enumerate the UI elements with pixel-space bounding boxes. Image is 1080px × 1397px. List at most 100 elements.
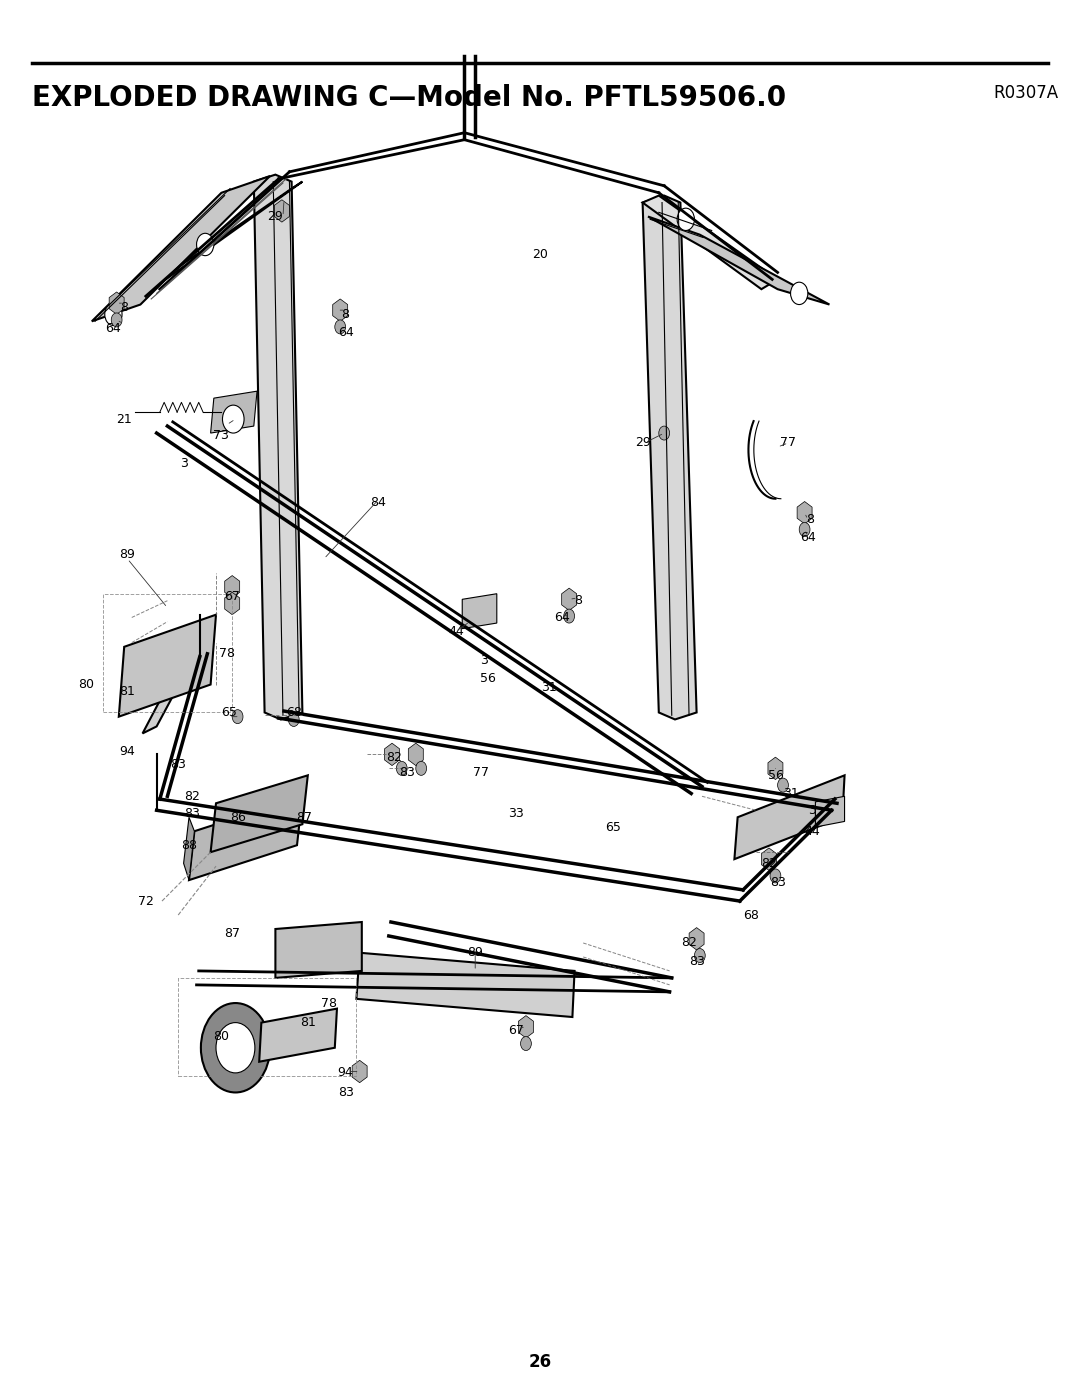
Polygon shape	[143, 622, 213, 733]
Text: 83: 83	[689, 954, 704, 968]
Text: 56: 56	[481, 672, 496, 686]
Text: 81: 81	[120, 685, 135, 698]
Circle shape	[778, 778, 788, 792]
Text: 78: 78	[322, 996, 337, 1010]
Polygon shape	[643, 196, 697, 719]
Polygon shape	[119, 615, 216, 717]
Text: R0307A: R0307A	[994, 84, 1058, 102]
Text: 94: 94	[338, 1066, 353, 1080]
Text: EXPLODED DRAWING C—Model No. PFTL59506.0: EXPLODED DRAWING C—Model No. PFTL59506.0	[32, 84, 786, 112]
Text: 3: 3	[480, 654, 488, 668]
Text: 26: 26	[528, 1354, 552, 1370]
Text: 3: 3	[808, 803, 816, 817]
Text: 3: 3	[179, 457, 188, 471]
Text: 64: 64	[554, 610, 569, 624]
Text: 29: 29	[268, 210, 283, 224]
Circle shape	[521, 1037, 531, 1051]
Circle shape	[105, 303, 122, 326]
Text: 80: 80	[79, 678, 94, 692]
Text: 83: 83	[400, 766, 415, 780]
Text: 89: 89	[468, 946, 483, 960]
Polygon shape	[643, 196, 778, 289]
Circle shape	[564, 609, 575, 623]
Polygon shape	[92, 176, 270, 321]
Polygon shape	[211, 775, 308, 852]
Text: 82: 82	[387, 750, 402, 764]
Polygon shape	[225, 592, 240, 615]
Polygon shape	[333, 299, 348, 321]
Text: 80: 80	[214, 1030, 229, 1044]
Circle shape	[335, 320, 346, 334]
Text: 44: 44	[805, 824, 820, 838]
Text: 67: 67	[225, 590, 240, 604]
Polygon shape	[211, 391, 257, 433]
Text: 82: 82	[761, 856, 777, 870]
Circle shape	[694, 949, 705, 963]
Polygon shape	[815, 796, 845, 827]
Text: 67: 67	[509, 1024, 524, 1038]
Circle shape	[197, 233, 214, 256]
Text: 88: 88	[181, 838, 197, 852]
Text: 77: 77	[781, 436, 796, 450]
Text: 89: 89	[120, 548, 135, 562]
Text: 20: 20	[532, 247, 548, 261]
Text: 87: 87	[297, 810, 312, 824]
Polygon shape	[225, 576, 240, 598]
Polygon shape	[518, 1016, 534, 1038]
Text: 83: 83	[338, 1085, 353, 1099]
Text: 64: 64	[800, 531, 815, 545]
Circle shape	[659, 426, 670, 440]
Text: 84: 84	[370, 496, 386, 510]
Polygon shape	[254, 175, 302, 719]
Polygon shape	[352, 1060, 367, 1083]
Polygon shape	[408, 743, 423, 766]
Text: 73: 73	[214, 429, 229, 443]
Text: 82: 82	[185, 789, 200, 803]
Circle shape	[396, 761, 407, 775]
Text: 68: 68	[743, 908, 758, 922]
Polygon shape	[189, 796, 302, 880]
Text: 8: 8	[341, 307, 350, 321]
Circle shape	[232, 710, 243, 724]
Circle shape	[201, 1003, 270, 1092]
Text: 65: 65	[606, 820, 621, 834]
Polygon shape	[109, 292, 124, 314]
Circle shape	[111, 313, 122, 327]
Text: 86: 86	[230, 810, 245, 824]
Text: 94: 94	[120, 745, 135, 759]
Polygon shape	[384, 743, 400, 766]
Polygon shape	[274, 200, 289, 222]
Circle shape	[677, 208, 694, 231]
Text: 68: 68	[286, 705, 301, 719]
Circle shape	[770, 869, 781, 883]
Text: 56: 56	[768, 768, 783, 782]
Text: 87: 87	[225, 926, 240, 940]
Text: 64: 64	[106, 321, 121, 335]
Polygon shape	[734, 775, 845, 859]
Text: 78: 78	[219, 647, 234, 661]
Text: 77: 77	[473, 766, 488, 780]
Polygon shape	[562, 588, 577, 610]
Circle shape	[799, 522, 810, 536]
Circle shape	[416, 761, 427, 775]
Text: 8: 8	[120, 300, 129, 314]
Polygon shape	[761, 848, 777, 870]
Text: 82: 82	[681, 936, 697, 950]
Polygon shape	[259, 1009, 337, 1062]
Circle shape	[216, 1023, 255, 1073]
Circle shape	[791, 282, 808, 305]
Text: 65: 65	[221, 705, 237, 719]
Text: 83: 83	[171, 757, 186, 771]
Text: 8: 8	[806, 513, 814, 527]
Polygon shape	[689, 928, 704, 950]
Text: 31: 31	[541, 680, 556, 694]
Circle shape	[222, 405, 244, 433]
Text: 44: 44	[448, 624, 463, 638]
Text: 33: 33	[509, 806, 524, 820]
Polygon shape	[462, 594, 497, 629]
Polygon shape	[768, 757, 783, 780]
Text: 81: 81	[300, 1016, 315, 1030]
Text: 21: 21	[117, 412, 132, 426]
Circle shape	[288, 712, 299, 726]
Polygon shape	[275, 922, 362, 978]
